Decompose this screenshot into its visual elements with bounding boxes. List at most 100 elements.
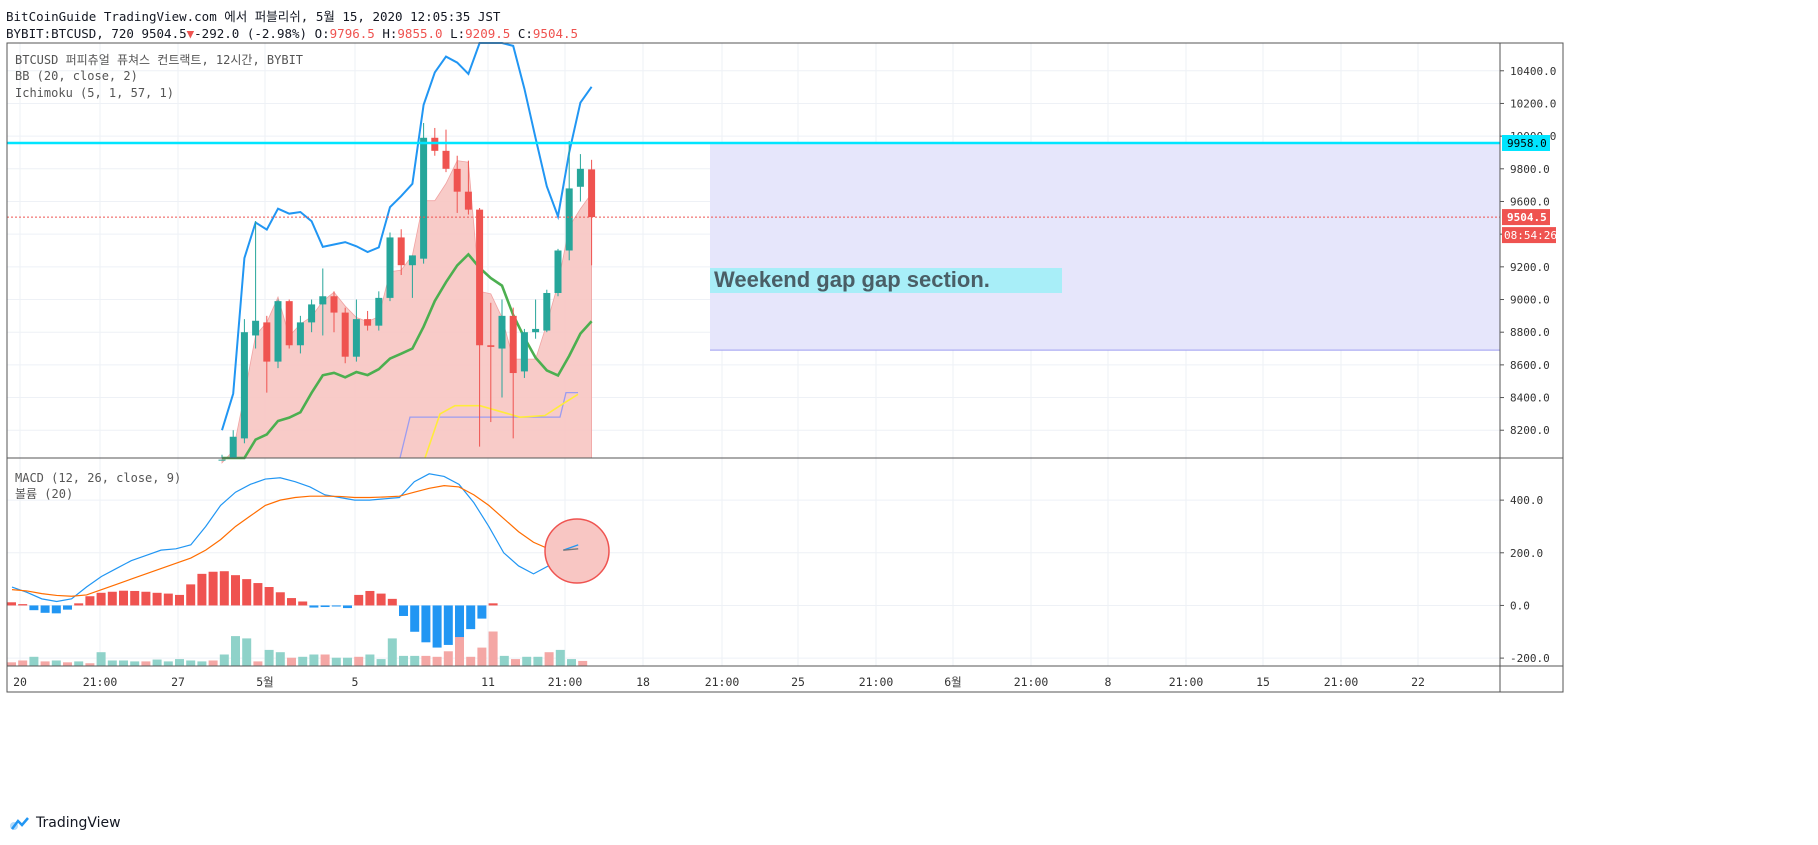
high-label: H: [382,26,398,41]
candle-body-31 [565,188,573,251]
publisher-line: BitCoinGuide TradingView.com 에서 퍼블리쉬, 5월… [6,9,501,24]
lagging-span-a [424,393,579,459]
volume-bar-46 [522,656,532,666]
candle-body-4 [263,322,271,362]
candle-body-19 [431,137,439,151]
volume-bar-28 [320,654,330,666]
candle-body-13 [364,319,372,326]
volume-bar-36 [410,655,420,666]
volume-bar-26 [298,656,308,666]
candle-body-32 [576,168,584,187]
candle-body-24 [487,345,495,347]
volume-bar-39 [443,651,453,666]
macd-hist-bar-4 [51,605,61,614]
time-tick-label-11: 6월 [944,675,962,689]
macd-hist-bar-8 [96,592,106,606]
volume-bar-43 [488,631,498,666]
close-value: 9504.5 [532,26,579,41]
volume-bar-31 [354,656,364,666]
cross-highlight-circle[interactable] [544,518,610,584]
candle-body-29 [543,292,551,331]
macd-pane [7,473,579,648]
candle-body-12 [352,319,360,357]
candle-body-5 [274,301,282,362]
candle-body-6 [285,301,293,346]
volume-bar-47 [533,656,543,666]
macd-hist-bar-15 [175,594,184,606]
candle-body-17 [408,255,416,266]
volume-bar-40 [455,620,464,666]
volume-bar-27 [309,654,319,666]
macd-hist-bar-27 [309,605,319,608]
time-tick-label-0: 20 [13,675,27,689]
volume-bar-48 [544,652,554,666]
macd-hist-bar-38 [432,605,442,648]
price-tick-label-10: 10200.0 [1510,97,1556,110]
weekend-gap-zone[interactable] [710,142,1500,351]
volume-bar-38 [432,656,442,666]
volume-bar-45 [511,659,520,666]
volume-bar-44 [499,655,509,666]
candle-body-15 [386,237,394,298]
macd-hist-bar-14 [163,593,173,606]
price-tick-label-2: 8600.0 [1510,359,1550,372]
candle-body-1 [229,436,237,458]
bb-upper-line [221,42,593,431]
macd-hist-bar-17 [197,573,207,606]
price-axis[interactable]: 8200.08400.08600.08800.09000.09200.09400… [1500,65,1556,437]
change-text: -292.0 (-2.98%) [194,26,308,41]
volume-bar-41 [466,656,476,666]
candle-body-18 [420,137,428,259]
volume-bar-2 [29,656,39,666]
macd-hist-bar-10 [119,590,128,606]
volume-bar-15 [175,659,184,666]
volume-bar-21 [242,638,252,666]
price-tick-label-7: 9600.0 [1510,195,1550,208]
candle-body-30 [554,250,562,293]
annotation-text[interactable]: Weekend gap gap section. [714,267,990,292]
time-tick-label-13: 8 [1105,675,1112,689]
time-tick-label-10: 21:00 [859,675,894,689]
price-tick-label-5: 9200.0 [1510,261,1550,274]
volume-bar-17 [197,661,207,666]
candle-body-3 [252,320,260,336]
time-tick-label-9: 25 [791,675,805,689]
macd-hist-bar-19 [219,571,229,606]
macd-hist-bar-30 [343,605,352,609]
open-label: O: [314,26,330,41]
macd-hist-bar-11 [130,590,140,606]
time-tick-label-6: 21:00 [548,675,583,689]
candle-body-21 [453,168,461,192]
candle-body-27 [520,332,528,372]
time-tick-label-17: 22 [1411,675,1425,689]
time-tick-label-2: 27 [171,675,185,689]
macd-hist-bar-13 [152,592,162,606]
volume-bar-16 [186,660,196,666]
macd-hist-bar-7 [85,596,95,606]
macd-hist-bar-16 [186,584,196,606]
macd-axis[interactable]: -200.0 0.0 200.0 400.0 [1500,494,1550,665]
volume-bar-1 [18,660,28,666]
signal-line [11,485,579,597]
macd-hist-bar-35 [399,605,408,616]
macd-hist-bar-21 [242,579,252,606]
high-value: 9855.0 [397,26,443,41]
time-axis[interactable]: 20 21:00 27 5월 5 11 21:00 18 21:00 25 21:00 6월 21:00… [13,675,1425,689]
candle-body-8 [308,304,316,323]
price-tick-label-1: 8400.0 [1510,392,1550,405]
volume-bar-18 [208,660,218,666]
macd-hist-bar-3 [40,605,50,613]
grid-lines [7,43,1500,666]
volume-bar-50 [567,659,576,666]
macd-hist-bar-12 [141,591,151,606]
candle-body-14 [375,297,383,326]
macd-hist-bar-24 [275,592,285,606]
last-price: 9504.5 [141,26,187,41]
tradingview-logo[interactable]: TradingView [8,815,121,831]
volume-bar-7 [85,663,95,666]
volume-bar-37 [421,655,431,666]
annotation-box[interactable] [710,268,1062,293]
tradingview-cloud-icon [10,817,29,830]
time-tick-label-16: 21:00 [1324,675,1359,689]
